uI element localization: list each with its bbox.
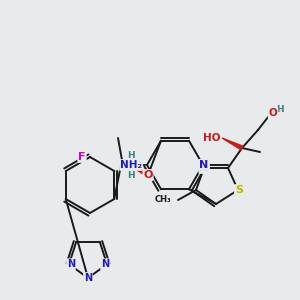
Text: HO: HO (203, 133, 221, 143)
Text: N: N (200, 160, 208, 170)
Text: H: H (276, 106, 284, 115)
Text: F: F (78, 152, 86, 162)
Text: N: N (200, 163, 208, 173)
Text: H: H (127, 151, 135, 160)
Polygon shape (122, 160, 149, 177)
Text: CH₃: CH₃ (155, 196, 171, 205)
Text: O: O (268, 108, 278, 118)
Polygon shape (222, 138, 243, 150)
Text: H: H (127, 170, 135, 179)
Text: N: N (67, 259, 75, 269)
Text: N: N (84, 273, 92, 283)
Text: N: N (200, 160, 208, 170)
Text: O: O (143, 170, 153, 180)
Text: N: N (101, 259, 109, 269)
Text: NH₂: NH₂ (120, 160, 142, 170)
Text: S: S (235, 185, 243, 195)
